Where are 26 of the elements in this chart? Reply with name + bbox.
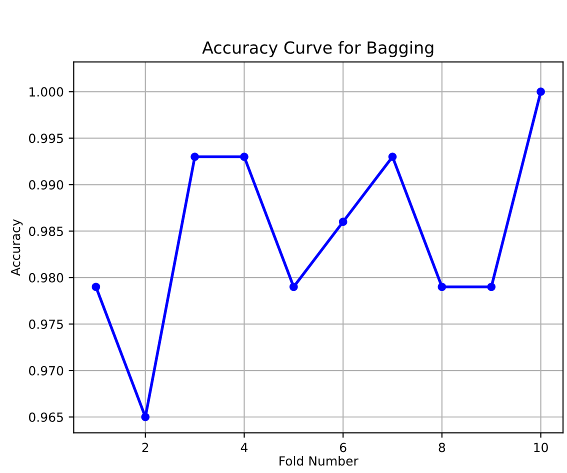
y-tick-label: 0.980: [29, 273, 64, 283]
x-axis-title: Fold Number: [280, 456, 358, 466]
y-axis-title: Accuracy: [10, 219, 23, 276]
x-tick-label: 2: [142, 442, 148, 452]
chart-title: Accuracy Curve for Bagging: [202, 40, 434, 58]
point: [536, 88, 545, 96]
point: [141, 412, 150, 422]
y-tick-label: 0.985: [29, 226, 63, 236]
point: [487, 282, 496, 292]
y-tick-label: 0.995: [29, 134, 63, 144]
x-tick-label: 6: [340, 442, 346, 452]
point: [338, 218, 348, 226]
point: [289, 282, 298, 292]
x-tick-label: 4: [240, 442, 248, 452]
x-tick-label: 8: [438, 442, 446, 452]
y-tick-label: 1.000: [30, 87, 64, 97]
y-tick-label: 0.970: [29, 366, 64, 376]
point: [92, 282, 100, 292]
point: [438, 282, 446, 292]
point: [240, 152, 248, 161]
y-tick-label: 0.990: [29, 180, 64, 190]
y-tick-label: 0.965: [29, 412, 63, 422]
point: [190, 152, 199, 161]
y-tick-label: 0.975: [29, 320, 63, 329]
x-tick-label: 10: [534, 442, 548, 452]
point: [388, 152, 397, 161]
